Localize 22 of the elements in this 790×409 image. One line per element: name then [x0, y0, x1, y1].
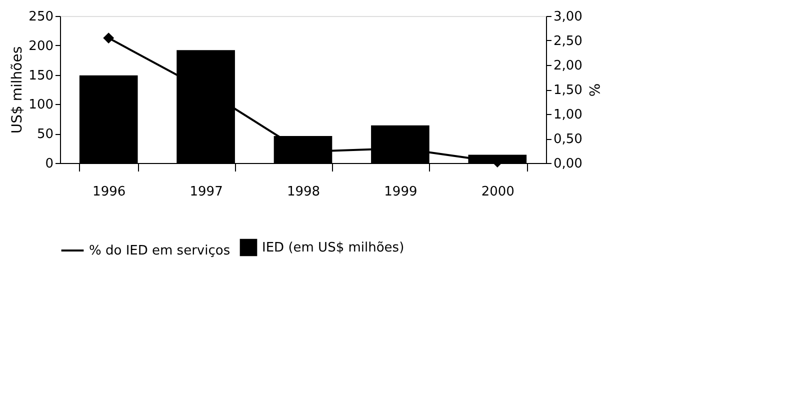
y2-tick-label: 2,00 [554, 58, 582, 74]
x-tick-label: 1997 [190, 184, 223, 200]
y2-axis-title: % [585, 83, 602, 97]
y-axis-title: US$ milhões [10, 46, 26, 134]
y-tick-label: 250 [28, 10, 54, 24]
y-tick-label: 100 [28, 98, 54, 113]
y2-tick-label: 2,50 [554, 34, 582, 49]
y2-tick-label: 1,50 [554, 83, 582, 98]
x-tick-label: 1996 [92, 184, 126, 200]
y2-tick-label: 3,00 [554, 10, 582, 24]
x-tick-label: 1999 [384, 184, 418, 200]
y-tick-label: 150 [28, 68, 54, 84]
x-tick-label: 2000 [481, 184, 514, 200]
y2-tick-label: 0,50 [554, 132, 582, 147]
legend-label: % do IED em serviços [89, 244, 230, 258]
y-tick-label: 50 [36, 127, 54, 142]
y-tick-label: 0 [45, 156, 54, 172]
y2-tick-label: 0,00 [554, 156, 582, 172]
legend-label: IED (em US$ milhões) [262, 240, 404, 256]
x-tick-label: 1998 [286, 184, 320, 200]
y2-tick-label: 1,00 [554, 108, 582, 122]
y-tick-label: 200 [28, 38, 54, 54]
